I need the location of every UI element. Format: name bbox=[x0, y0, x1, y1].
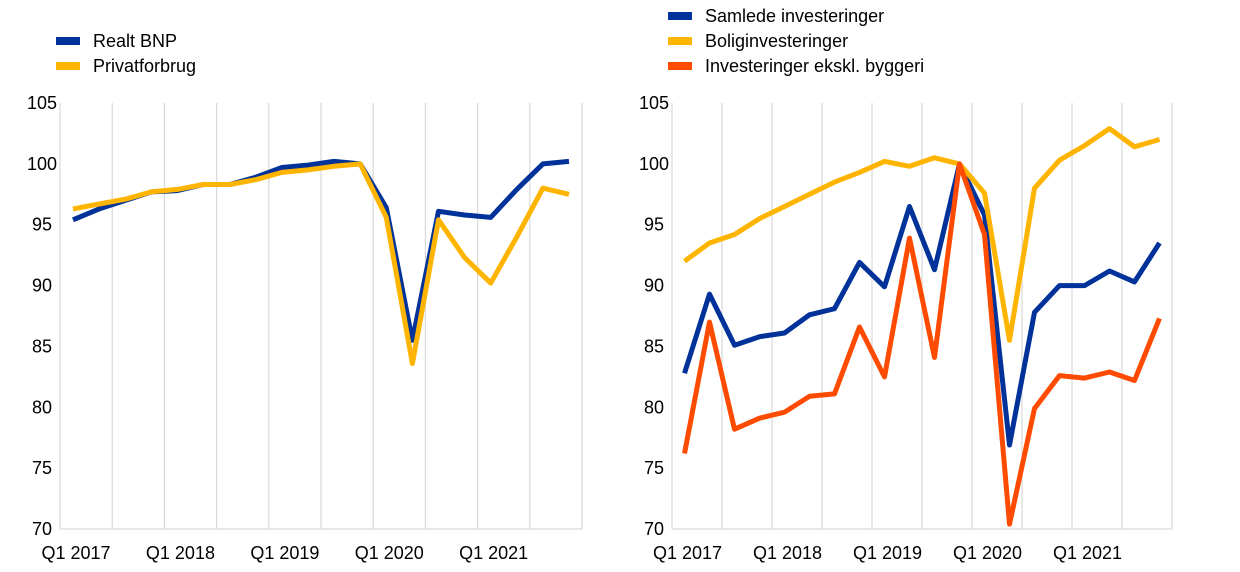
y-tick-label: 85 bbox=[644, 336, 664, 356]
x-tick-label: Q1 2020 bbox=[953, 543, 1022, 563]
legend-label: Realt BNP bbox=[93, 31, 177, 51]
x-tick-label: Q1 2018 bbox=[146, 543, 215, 563]
x-tick-label: Q1 2017 bbox=[42, 543, 111, 563]
legend-label: Samlede investeringer bbox=[705, 6, 884, 26]
legend-swatch bbox=[668, 37, 692, 45]
series-line-2 bbox=[72, 161, 570, 366]
x-tick-label: Q1 2019 bbox=[250, 543, 319, 563]
y-tick-label: 95 bbox=[644, 215, 664, 235]
y-tick-label: 75 bbox=[32, 458, 52, 478]
y-tick-label: 70 bbox=[644, 519, 664, 539]
x-tick-label: Q1 2021 bbox=[459, 543, 528, 563]
x-tick-label: Q1 2020 bbox=[355, 543, 424, 563]
y-tick-label: 80 bbox=[32, 397, 52, 417]
y-tick-label: 100 bbox=[27, 154, 57, 174]
y-tick-label: 75 bbox=[644, 458, 664, 478]
y-tick-label: 85 bbox=[32, 336, 52, 356]
y-tick-label: 105 bbox=[639, 93, 669, 113]
x-tick-label: Q1 2019 bbox=[853, 543, 922, 563]
legend-swatch bbox=[668, 62, 692, 70]
series-line-3 bbox=[682, 161, 1162, 527]
legend-label: Boliginvesteringer bbox=[705, 31, 848, 51]
chart-panel-2: 105 100 95 90 85 80 75 70 Q1 2017 Q1 2018 Q1 2019 Q… bbox=[639, 6, 1173, 563]
x-tick-label: Q1 2017 bbox=[653, 543, 722, 563]
x-tick-label: Q1 2021 bbox=[1053, 543, 1122, 563]
legend-label: Investeringer ekskl. byggeri bbox=[705, 56, 924, 76]
y-tick-label: 70 bbox=[32, 519, 52, 539]
series-line-2 bbox=[683, 126, 1161, 343]
legend-swatch bbox=[668, 12, 692, 20]
x-tick-label: Q1 2018 bbox=[753, 543, 822, 563]
y-tick-label: 90 bbox=[644, 276, 664, 296]
y-tick-label: 105 bbox=[27, 93, 57, 113]
y-tick-label: 100 bbox=[639, 154, 669, 174]
legend-label: Privatforbrug bbox=[93, 56, 196, 76]
chart-panel-1: 105 100 95 90 85 80 75 70 Q1 2017 Q1 2018 Q1 2019 Q… bbox=[27, 31, 583, 563]
y-tick-label: 80 bbox=[644, 397, 664, 417]
legend-swatch bbox=[56, 37, 80, 45]
series-line-1 bbox=[682, 161, 1162, 448]
legend-swatch bbox=[56, 62, 80, 70]
y-tick-label: 90 bbox=[32, 276, 52, 296]
y-tick-label: 95 bbox=[32, 215, 52, 235]
